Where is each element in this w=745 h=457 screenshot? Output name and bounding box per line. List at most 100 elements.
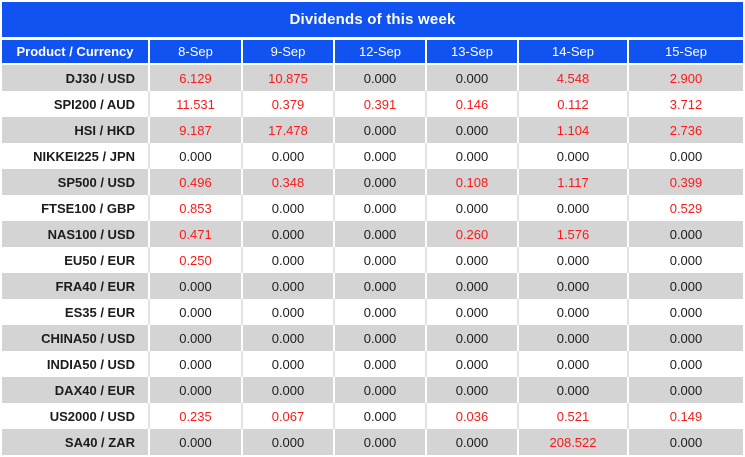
dividend-value-cell: 17.478: [243, 117, 335, 143]
dividend-value-cell: 0.000: [629, 299, 743, 325]
dividend-value-cell: 11.531: [150, 91, 243, 117]
dividend-value-cell: 0.235: [150, 403, 243, 429]
dividend-value-cell: 3.712: [629, 91, 743, 117]
dividend-value-cell: 0.000: [335, 377, 427, 403]
dividend-value-cell: 0.000: [335, 273, 427, 299]
dividend-value-cell: 0.000: [427, 143, 519, 169]
product-currency-cell: INDIA50 / USD: [2, 351, 150, 377]
dividend-value-cell: 0.149: [629, 403, 743, 429]
dividend-value-cell: 0.250: [150, 247, 243, 273]
dividend-value-cell: 0.000: [335, 221, 427, 247]
dividend-value-cell: 0.000: [335, 299, 427, 325]
dividend-value-cell: 2.900: [629, 65, 743, 91]
product-currency-cell: CHINA50 / USD: [2, 325, 150, 351]
table-row: NAS100 / USD 0.471 0.000 0.000 0.260 1.576 0.0…: [2, 221, 743, 247]
dividend-value-cell: 0.000: [427, 299, 519, 325]
table-row: FRA40 / EUR 0.000 0.000 0.000 0.000 0.000 0.00…: [2, 273, 743, 299]
dividend-value-cell: 1.104: [519, 117, 629, 143]
product-currency-cell: FTSE100 / GBP: [2, 195, 150, 221]
dividend-value-cell: 0.000: [335, 65, 427, 91]
dividend-value-cell: 0.000: [629, 143, 743, 169]
table-row: ES35 / EUR 0.000 0.000 0.000 0.000 0.000 0.000: [2, 299, 743, 325]
dividend-value-cell: 0.108: [427, 169, 519, 195]
product-currency-cell: SA40 / ZAR: [2, 429, 150, 455]
product-currency-cell: HSI / HKD: [2, 117, 150, 143]
dividend-value-cell: 0.496: [150, 169, 243, 195]
dividend-value-cell: 0.000: [629, 377, 743, 403]
dividend-value-cell: 0.260: [427, 221, 519, 247]
dividend-value-cell: 208.522: [519, 429, 629, 455]
dividend-value-cell: 0.000: [519, 247, 629, 273]
dividend-value-cell: 0.000: [427, 65, 519, 91]
dividend-value-cell: 0.146: [427, 91, 519, 117]
dividend-value-cell: 0.000: [150, 377, 243, 403]
dividend-value-cell: 0.000: [519, 299, 629, 325]
dividend-value-cell: 0.067: [243, 403, 335, 429]
dividend-value-cell: 0.000: [427, 195, 519, 221]
table-title: Dividends of this week: [289, 11, 456, 28]
product-currency-cell: DJ30 / USD: [2, 65, 150, 91]
dividend-value-cell: 0.521: [519, 403, 629, 429]
dividend-value-cell: 0.000: [243, 429, 335, 455]
dividend-value-cell: 6.129: [150, 65, 243, 91]
dividend-value-cell: 4.548: [519, 65, 629, 91]
table-row: DJ30 / USD 6.129 10.875 0.000 0.000 4.548 2.90…: [2, 65, 743, 91]
dividend-value-cell: 0.000: [629, 273, 743, 299]
dividend-value-cell: 0.000: [243, 195, 335, 221]
dividend-value-cell: 0.471: [150, 221, 243, 247]
product-currency-cell: NAS100 / USD: [2, 221, 150, 247]
date-header: 14-Sep: [519, 40, 629, 63]
dividend-value-cell: 0.000: [427, 325, 519, 351]
dividend-value-cell: 0.000: [629, 221, 743, 247]
dividend-value-cell: 0.000: [427, 351, 519, 377]
dividend-value-cell: 0.379: [243, 91, 335, 117]
product-currency-cell: FRA40 / EUR: [2, 273, 150, 299]
table-row: INDIA50 / USD 0.000 0.000 0.000 0.000 0.000 0.…: [2, 351, 743, 377]
dividend-value-cell: 0.000: [150, 143, 243, 169]
dividend-value-cell: 0.000: [335, 117, 427, 143]
dividend-value-cell: 0.000: [150, 273, 243, 299]
dividend-value-cell: 0.000: [519, 273, 629, 299]
dividend-value-cell: 0.000: [150, 325, 243, 351]
dividend-value-cell: 1.576: [519, 221, 629, 247]
dividend-value-cell: 0.000: [519, 351, 629, 377]
dividend-value-cell: 0.000: [629, 429, 743, 455]
dividend-value-cell: 10.875: [243, 65, 335, 91]
dividend-value-cell: 0.000: [427, 273, 519, 299]
dividend-value-cell: 0.000: [150, 351, 243, 377]
product-currency-cell: SPI200 / AUD: [2, 91, 150, 117]
table-title-bar: Dividends of this week: [2, 2, 743, 37]
dividend-value-cell: 0.000: [335, 143, 427, 169]
dividend-value-cell: 0.000: [629, 351, 743, 377]
table-row: FTSE100 / GBP 0.853 0.000 0.000 0.000 0.000 0.…: [2, 195, 743, 221]
dividend-value-cell: 0.000: [519, 325, 629, 351]
date-header: 9-Sep: [243, 40, 335, 63]
dividend-value-cell: 1.117: [519, 169, 629, 195]
dividend-value-cell: 0.000: [150, 429, 243, 455]
date-header: 8-Sep: [150, 40, 243, 63]
table-row: HSI / HKD 9.187 17.478 0.000 0.000 1.104 2.736: [2, 117, 743, 143]
dividend-value-cell: 0.036: [427, 403, 519, 429]
dividend-value-cell: 0.348: [243, 169, 335, 195]
dividend-value-cell: 0.000: [427, 429, 519, 455]
dividend-value-cell: 0.529: [629, 195, 743, 221]
dividend-value-cell: 0.000: [335, 351, 427, 377]
dividend-value-cell: 0.000: [335, 429, 427, 455]
dividend-value-cell: 0.000: [243, 143, 335, 169]
dividend-value-cell: 0.000: [629, 247, 743, 273]
dividend-value-cell: 0.000: [150, 299, 243, 325]
table-row: CHINA50 / USD 0.000 0.000 0.000 0.000 0.000 0.…: [2, 325, 743, 351]
table-row: SP500 / USD 0.496 0.348 0.000 0.108 1.117 0.39…: [2, 169, 743, 195]
dividend-value-cell: 0.000: [519, 143, 629, 169]
dividend-value-cell: 9.187: [150, 117, 243, 143]
dividend-value-cell: 0.399: [629, 169, 743, 195]
dividend-value-cell: 0.000: [519, 195, 629, 221]
table-row: SPI200 / AUD 11.531 0.379 0.391 0.146 0.112 3.…: [2, 91, 743, 117]
product-currency-cell: DAX40 / EUR: [2, 377, 150, 403]
product-currency-cell: EU50 / EUR: [2, 247, 150, 273]
dividend-value-cell: 2.736: [629, 117, 743, 143]
dividend-value-cell: 0.000: [243, 273, 335, 299]
dividend-value-cell: 0.000: [335, 169, 427, 195]
dividend-value-cell: 0.000: [427, 117, 519, 143]
dividend-value-cell: 0.000: [335, 325, 427, 351]
